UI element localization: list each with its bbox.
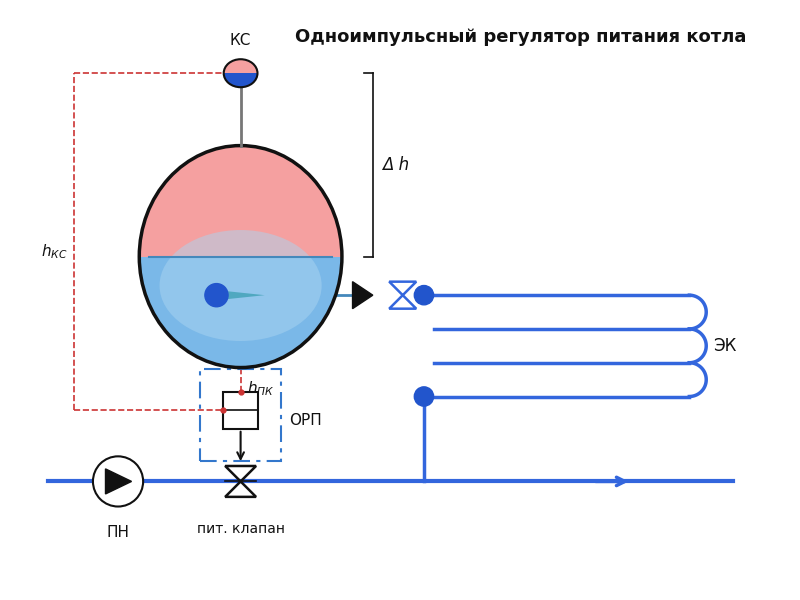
Text: $h_{\mathit{КС}}$: $h_{\mathit{КС}}$ <box>42 242 68 261</box>
Text: Δ h: Δ h <box>382 156 410 174</box>
Circle shape <box>414 387 434 406</box>
Text: ОРП: ОРП <box>289 413 322 428</box>
Ellipse shape <box>224 59 258 87</box>
Ellipse shape <box>159 230 322 341</box>
Ellipse shape <box>139 146 342 368</box>
Ellipse shape <box>139 146 342 368</box>
Circle shape <box>93 457 143 506</box>
Text: Одноимпульсный регулятор питания котла: Одноимпульсный регулятор питания котла <box>294 28 746 46</box>
Text: $h_{\mathit{ПК}}$: $h_{\mathit{ПК}}$ <box>247 379 275 398</box>
Text: ЭК: ЭК <box>714 337 737 355</box>
Bar <box>200 370 281 461</box>
Bar <box>223 392 258 429</box>
Text: КС: КС <box>230 32 251 47</box>
Polygon shape <box>106 469 131 494</box>
Ellipse shape <box>224 59 258 87</box>
Polygon shape <box>228 292 265 299</box>
Polygon shape <box>353 281 373 308</box>
Circle shape <box>414 286 434 305</box>
Circle shape <box>205 284 228 307</box>
Text: ПН: ПН <box>106 525 130 540</box>
Text: пит. клапан: пит. клапан <box>197 522 285 536</box>
